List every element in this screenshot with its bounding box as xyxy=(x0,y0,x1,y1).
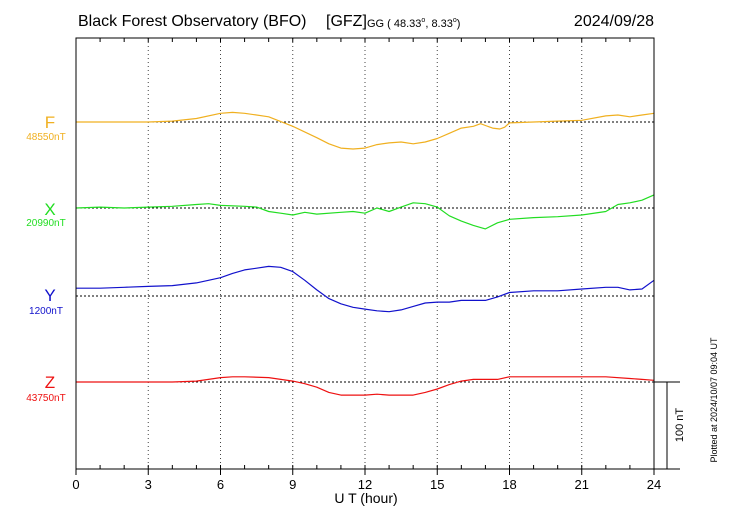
series-baseline-label-Y: 1200nT xyxy=(29,306,63,317)
grid xyxy=(147,38,583,469)
institution-label: [GFZ] xyxy=(326,13,367,30)
x-tick-label-15: 15 xyxy=(430,477,444,492)
series-label-F: F xyxy=(45,113,55,132)
trace-Y xyxy=(76,265,655,313)
series-baseline-label-X: 20990nT xyxy=(26,218,65,229)
trace-F xyxy=(76,111,655,150)
coords-end: ) xyxy=(457,18,461,30)
x-tick-label-12: 12 xyxy=(358,477,372,492)
trace-X xyxy=(75,194,655,230)
series-label-X: X xyxy=(44,200,55,219)
x-tick-label-24: 24 xyxy=(647,477,661,492)
plotted-at-note: Plotted at 2024/10/07 09:04 UT xyxy=(709,337,719,463)
x-tick-label-6: 6 xyxy=(217,477,224,492)
degree-mark-2: o xyxy=(453,17,457,24)
x-tick-label-0: 0 xyxy=(72,477,79,492)
x-tick-label-18: 18 xyxy=(502,477,516,492)
trace-Z xyxy=(76,376,655,396)
scale-bar: 100 nT xyxy=(654,381,686,470)
plot-date: 2024/09/28 xyxy=(574,13,654,30)
series-baseline-label-F: 48550nT xyxy=(26,132,65,143)
series-label-Y: Y xyxy=(44,286,55,305)
series-label-Z: Z xyxy=(45,373,55,392)
degree-mark-1: o xyxy=(421,17,425,24)
series-baseline-label-Z: 43750nT xyxy=(26,393,65,404)
x-tick-label-9: 9 xyxy=(289,477,296,492)
coords-mid: , 8.33 xyxy=(425,18,453,30)
observatory-title: Black Forest Observatory (BFO) xyxy=(78,13,307,30)
x-axis-label: U T (hour) xyxy=(334,490,397,506)
traces xyxy=(75,111,655,396)
scale-bar-label: 100 nT xyxy=(674,408,686,443)
axes: 0 3 6 9 12 15 18 21 24 xyxy=(72,37,661,492)
x-tick-label-21: 21 xyxy=(575,477,589,492)
x-tick-label-3: 3 xyxy=(145,477,152,492)
coords-prefix: GG ( 48.33 xyxy=(367,18,421,30)
coordinates-label: GG ( 48.33o, 8.33o) xyxy=(367,17,460,30)
